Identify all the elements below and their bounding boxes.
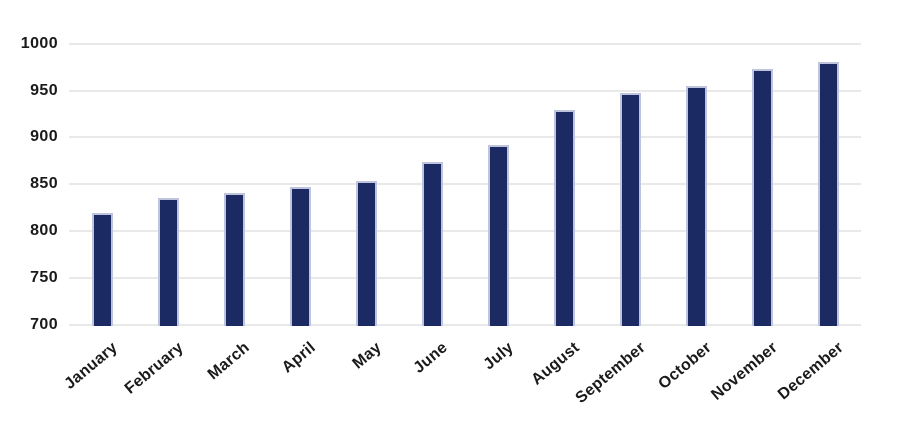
bar-january [91,212,113,326]
y-axis-tick-label: 1000 [20,34,58,52]
gridline [69,89,861,92]
y-axis-tick-label: 950 [30,81,58,99]
y-axis-tick-label: 700 [30,315,58,333]
gridline [69,136,861,139]
gridline [69,323,861,326]
bar-december [817,62,839,326]
bar-may [355,181,377,326]
bar-february [157,197,179,326]
bar-august [553,109,575,326]
bar-june [421,162,443,326]
gridline [69,183,861,186]
bar-july [487,145,509,326]
bar-april [289,186,311,326]
bar-october [685,85,707,326]
bar-november [751,68,773,326]
bar-september [619,93,641,326]
bar-march [223,193,245,326]
y-axis-tick-label: 900 [30,128,58,146]
gridline [69,42,861,45]
y-axis-tick-label: 850 [30,175,58,193]
y-axis-tick-label: 800 [30,221,58,239]
y-axis-tick-label: 750 [30,268,58,286]
gridline [69,229,861,232]
gridline [69,276,861,279]
